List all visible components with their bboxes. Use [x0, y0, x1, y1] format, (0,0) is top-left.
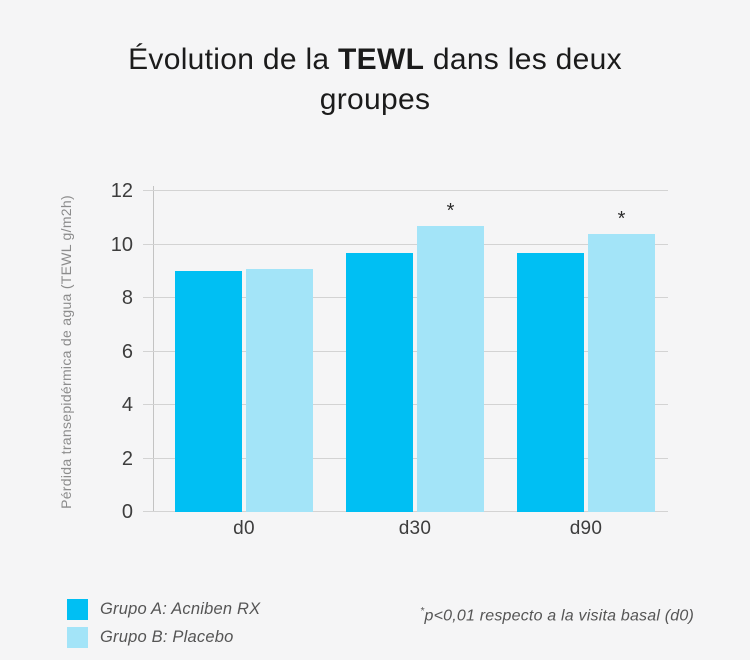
bar-d90-series-1 [517, 252, 584, 512]
footnote-text: p<0,01 respecto a la visita basal (d0) [424, 607, 694, 625]
title-text-2: dans les deux [424, 43, 622, 76]
chart-title: Évolution de la TEWL dans les deux groupe… [75, 40, 675, 120]
bar-d30-series-1 [346, 252, 413, 512]
plot-area: 0 2 4 6 8 10 12 d0 * d30 * d90 [111, 180, 668, 539]
x-tick-label-d90: d90 [569, 518, 603, 539]
bar-d0-series-1 [175, 271, 242, 512]
legend-item-2: Grupo B: Placebo [67, 627, 260, 648]
y-axis-title: Pérdida transepidérmica de agua (TEWL g/… [58, 195, 74, 509]
gridline-12 [143, 190, 668, 191]
legend: Grupo A: Acniben RX Grupo B: Placebo [67, 599, 260, 648]
title-text-3: groupes [319, 83, 431, 116]
title-text-bold: TEWL [338, 43, 425, 76]
y-tick-label-8: 8 [121, 287, 133, 309]
legend-label-2: Grupo B: Placebo [100, 628, 234, 646]
y-tick-label-4: 4 [121, 394, 133, 416]
legend-item-1: Grupo A: Acniben RX [67, 599, 260, 620]
y-tick-label-0: 0 [121, 501, 133, 523]
title-text-1: Évolution de la [128, 43, 339, 76]
y-tick-label-10: 10 [110, 233, 133, 256]
bar-d0-series-2 [246, 268, 313, 512]
significance-marker-d30: * [446, 199, 455, 222]
legend-label-1: Grupo A: Acniben RX [100, 600, 261, 618]
legend-swatch-1 [67, 599, 88, 620]
x-tick-label-d0: d0 [233, 518, 255, 539]
footnote: *p<0,01 respecto a la visita basal (d0) [420, 605, 694, 625]
y-tick-label-6: 6 [121, 340, 133, 363]
bar-d30-series-2 [417, 225, 484, 512]
y-tick-label-12: 12 [110, 180, 133, 202]
y-tick-label-2: 2 [121, 447, 133, 470]
x-tick-label-d30: d30 [398, 518, 432, 539]
gridline-10 [143, 243, 668, 245]
legend-swatch-2 [67, 627, 88, 648]
footnote-asterisk: * [420, 605, 425, 617]
y-axis-line [153, 186, 154, 512]
significance-marker-d90: * [617, 207, 626, 230]
bar-d90-series-2 [588, 233, 655, 512]
